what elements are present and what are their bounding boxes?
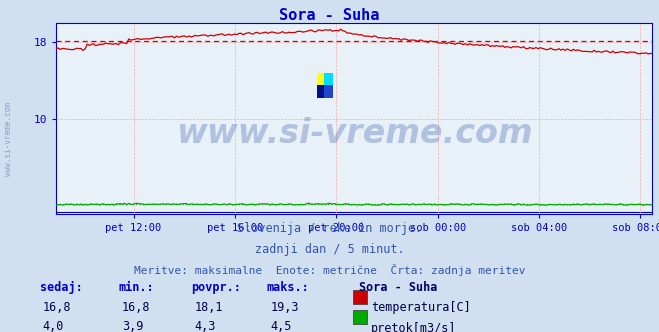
Text: 19,3: 19,3 (270, 301, 299, 314)
Text: Slovenija / reke in morje.: Slovenija / reke in morje. (237, 222, 422, 235)
Text: 18,1: 18,1 (194, 301, 223, 314)
Text: www.si-vreme.com: www.si-vreme.com (4, 103, 13, 176)
Polygon shape (318, 74, 333, 97)
Text: maks.:: maks.: (267, 281, 310, 293)
Text: Sora - Suha: Sora - Suha (359, 281, 438, 293)
Text: min.:: min.: (119, 281, 154, 293)
Bar (317, 85, 324, 98)
Bar (324, 73, 333, 85)
Text: 4,5: 4,5 (270, 320, 291, 332)
Text: temperatura[C]: temperatura[C] (371, 301, 471, 314)
Text: 3,9: 3,9 (122, 320, 143, 332)
Text: 16,8: 16,8 (43, 301, 71, 314)
Text: pretok[m3/s]: pretok[m3/s] (371, 322, 457, 332)
Text: zadnji dan / 5 minut.: zadnji dan / 5 minut. (254, 243, 405, 256)
Bar (317, 73, 324, 85)
Text: www.si-vreme.com: www.si-vreme.com (176, 118, 532, 150)
Bar (324, 85, 333, 98)
Text: 4,0: 4,0 (43, 320, 64, 332)
Text: sedaj:: sedaj: (40, 281, 82, 293)
Text: povpr.:: povpr.: (191, 281, 241, 293)
Text: Meritve: maksimalne  Enote: metrične  Črta: zadnja meritev: Meritve: maksimalne Enote: metrične Črta… (134, 264, 525, 276)
Polygon shape (318, 74, 333, 97)
Text: 16,8: 16,8 (122, 301, 150, 314)
Text: Sora - Suha: Sora - Suha (279, 8, 380, 23)
Text: 4,3: 4,3 (194, 320, 215, 332)
